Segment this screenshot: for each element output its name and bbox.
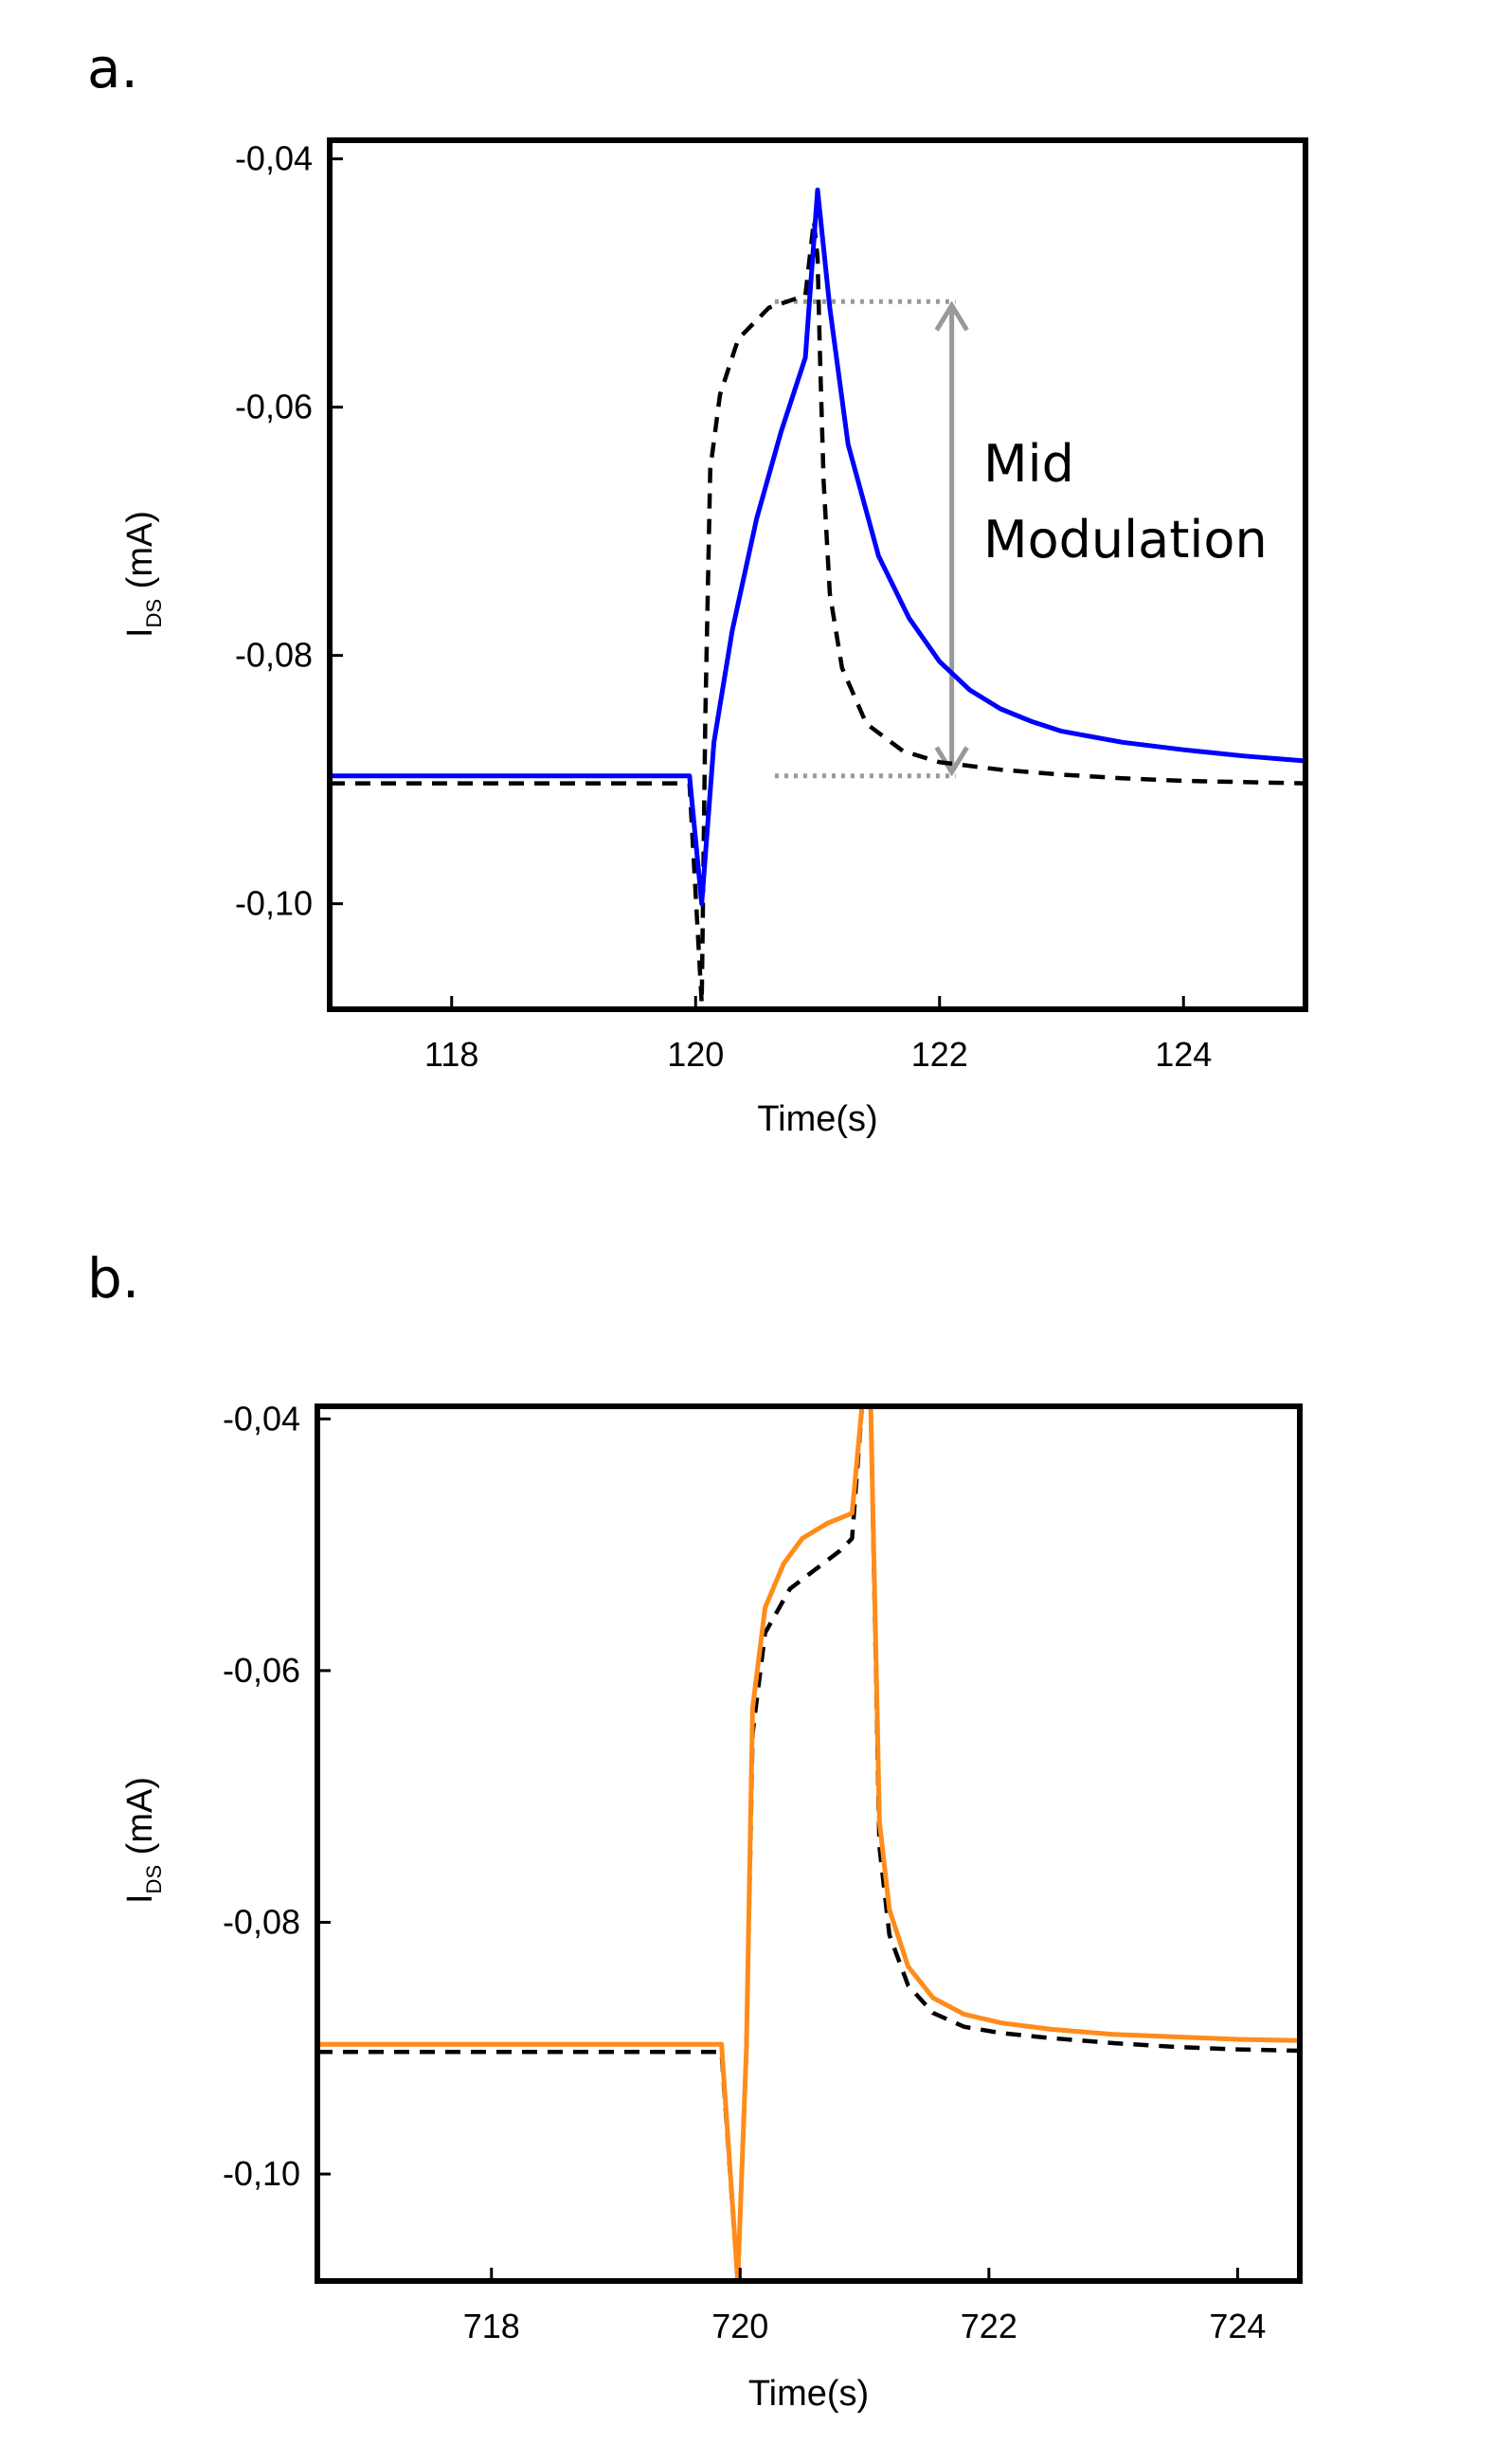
x-tick-label: 122 — [911, 1035, 968, 1074]
y-tick-label: -0,04 — [235, 139, 313, 178]
panel-b-label: b. — [87, 1246, 140, 1311]
series-model-line — [330, 218, 1305, 1005]
series-measured-line — [330, 187, 1305, 907]
annotation-text-2: Modulation — [983, 510, 1268, 570]
plot-frame — [315, 1403, 1303, 2284]
y-axis-title: IDS (mA) — [120, 1777, 166, 1904]
x-tick-label: 718 — [463, 2307, 520, 2345]
x-tick-label: 120 — [667, 1035, 724, 1074]
x-tick-label: 720 — [711, 2307, 768, 2345]
x-tick-label: 118 — [424, 1035, 478, 1074]
series-measured-line — [317, 1406, 1300, 2281]
y-axis-title: IDS (mA) — [120, 511, 166, 638]
y-tick-label: -0,10 — [235, 884, 313, 923]
panel-a-label: a. — [87, 36, 138, 100]
y-tick-label: -0,08 — [223, 1903, 300, 1942]
x-tick-label: 724 — [1209, 2307, 1266, 2345]
arrow-head-up — [934, 300, 969, 332]
y-tick-label: -0,06 — [235, 388, 313, 426]
plot-frame — [327, 137, 1308, 1012]
y-tick-label: -0,04 — [223, 1399, 300, 1438]
x-axis-title: Time(s) — [748, 2374, 869, 2414]
y-tick-label: -0,06 — [223, 1651, 300, 1690]
y-tick-label: -0,08 — [235, 636, 313, 675]
series-model-line — [317, 1406, 1300, 2281]
annotation-text-1: Mid — [983, 434, 1074, 494]
x-tick-label: 124 — [1155, 1035, 1212, 1074]
x-axis-title: Time(s) — [757, 1099, 877, 1139]
arrow-head-down — [934, 746, 969, 777]
y-tick-label: -0,10 — [223, 2154, 300, 2193]
x-tick-label: 722 — [961, 2307, 1017, 2345]
